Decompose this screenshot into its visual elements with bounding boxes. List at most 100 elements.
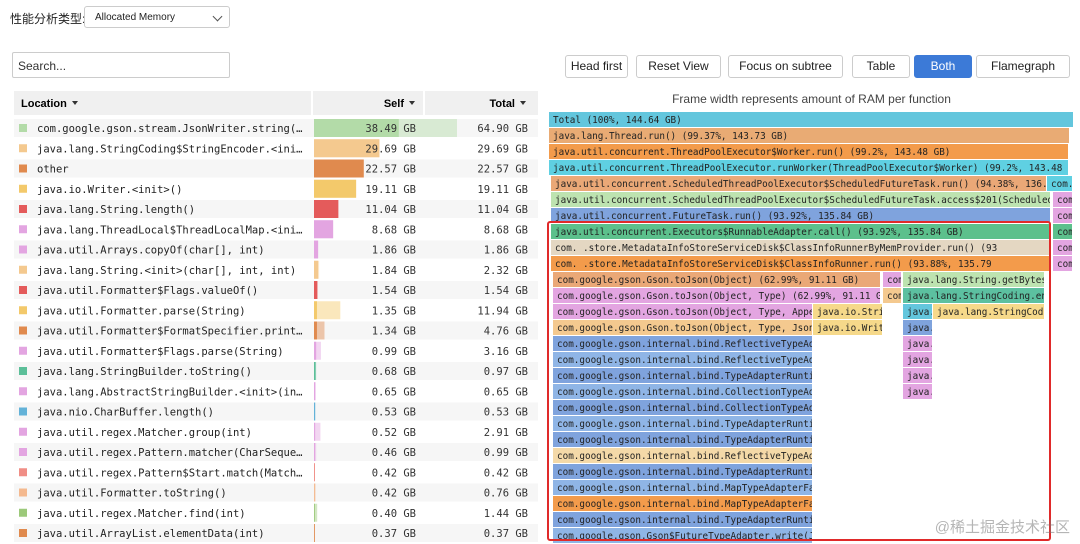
toolbar-button[interactable]: Table	[852, 55, 910, 78]
frame[interactable]: com.	[1047, 176, 1073, 191]
self-bar	[314, 159, 364, 178]
frame-bg	[813, 304, 882, 319]
frame[interactable]: java.lang.StringCoding.enco	[903, 288, 1058, 303]
frame[interactable]: com.google.gson.internal.bind.TypeAdapte…	[553, 368, 843, 383]
frame[interactable]: java.lang.String.getBytes(S	[903, 272, 1058, 287]
location: java.nio.CharBuffer.length()	[37, 407, 214, 419]
frame-bg	[1053, 192, 1072, 207]
frame[interactable]: com.google.gson.Gson.toJson(Object, Type…	[553, 320, 843, 335]
total-value: 0.53 GB	[484, 407, 528, 419]
frame-bg	[551, 224, 1050, 239]
toolbar-button[interactable]: Reset View	[636, 55, 721, 78]
column-header: Total	[490, 98, 515, 110]
frame[interactable]: com.google.gson.internal.bind.Reflective…	[553, 352, 843, 367]
frame[interactable]: java.util.concurrent.FutureTask.run() (9…	[551, 208, 1050, 223]
row-bg	[14, 402, 538, 421]
analysis-type-select[interactable]: Allocated Memory	[84, 6, 230, 28]
frame[interactable]: com. .store.MetadataInfoStoreServiceDisk…	[551, 240, 1050, 255]
frame[interactable]: com.google.gson.internal.bind.TypeAdapte…	[553, 512, 843, 527]
frame[interactable]: java.util.concurrent.ThreadPoolExecutor$…	[549, 144, 1068, 159]
frame-label: com.google.gson.internal.bind.TypeAdapte…	[557, 467, 843, 478]
frame-label: java.lang.Thread.run() (99.37%, 143.73 G…	[553, 131, 788, 142]
frame[interactable]: java.io.Write	[813, 320, 890, 335]
self-value: 1.34 GB	[372, 326, 416, 338]
row-bg	[14, 159, 538, 178]
frame[interactable]: com.google.gson.Gson.toJson(Object) (62.…	[553, 272, 880, 287]
frame[interactable]: com.google.gson.internal.bind.Reflective…	[553, 336, 843, 351]
frame[interactable]: com.google.gson.internal.bind.TypeAdapte…	[553, 416, 843, 431]
self-bar	[314, 443, 316, 461]
column-header: Location	[21, 98, 67, 110]
frame[interactable]: com.google.gson.internal.bind.Collection…	[553, 384, 843, 399]
row-bg	[14, 281, 538, 299]
toolbar-button[interactable]: Flamegraph	[976, 55, 1070, 78]
frame[interactable]: com.google.gson.Gson.toJson(Object, Type…	[553, 288, 893, 303]
frame[interactable]: java.l	[903, 368, 941, 383]
total-value: 3.16 GB	[484, 346, 528, 358]
toolbar-button[interactable]: Head first	[565, 55, 628, 78]
frame-bg	[553, 352, 812, 367]
location: java.lang.StringCoding$StringEncoder.<in…	[37, 143, 303, 155]
total-value: 0.76 GB	[484, 488, 528, 500]
frame[interactable]: com.google.gson.internal.bind.Collection…	[553, 400, 843, 415]
frame[interactable]: java.util.concurrent.ScheduledThreadPool…	[551, 192, 1080, 207]
frame[interactable]: com	[1053, 208, 1074, 223]
frame[interactable]: com. .store.MetadataInfoStoreServiceDisk…	[551, 256, 1050, 271]
frame[interactable]: com.google.gson.internal.bind.MapTypeAda…	[553, 496, 837, 511]
frame-label: com	[887, 291, 904, 302]
frame-label: java.io.Write	[817, 323, 890, 334]
frame[interactable]: java.l	[903, 304, 941, 319]
frame[interactable]: com	[1053, 240, 1074, 255]
frame[interactable]: com.google.gson.internal.bind.MapTypeAda…	[553, 480, 837, 495]
toolbar-button[interactable]: Both	[914, 55, 972, 78]
frame[interactable]: com.google.gson.internal.bind.TypeAdapte…	[553, 464, 843, 479]
total-bar	[314, 503, 318, 522]
total-value: 22.57 GB	[477, 164, 528, 176]
frame-bg	[553, 448, 812, 463]
frame[interactable]: java.util.concurrent.Executors$RunnableA…	[551, 224, 1050, 239]
frame-bg	[553, 512, 812, 527]
total-value: 8.68 GB	[484, 224, 528, 236]
self-bar	[314, 200, 339, 218]
watermark: @稀土掘金技术社区	[934, 519, 1070, 536]
frame[interactable]: com.google.gson.internal.bind.Reflective…	[553, 448, 843, 463]
frame-bg	[553, 288, 880, 303]
total-value: 11.94 GB	[477, 305, 528, 317]
self-value: 11.04 GB	[365, 204, 416, 216]
self-bar	[314, 524, 315, 542]
location: java.io.Writer.<init>()	[37, 184, 182, 196]
color-swatch	[19, 529, 27, 537]
frame-label: com. .store.MetadataInfoStoreServiceDisk…	[555, 243, 997, 254]
self-bar	[314, 463, 315, 482]
frame-label: java.l	[907, 307, 941, 318]
location: java.util.regex.Matcher.group(int)	[37, 427, 252, 439]
toolbar-button[interactable]: Focus on subtree	[728, 55, 843, 78]
frame[interactable]: java.l	[903, 336, 941, 351]
frame[interactable]: com.google.gson.Gson.toJson(Object, Type…	[553, 304, 842, 319]
search-input[interactable]: Search...	[12, 52, 230, 78]
highlight-box	[547, 221, 1051, 541]
frame[interactable]: java.io.Strin	[813, 304, 890, 319]
frame[interactable]: java.util.concurrent.ThreadPoolExecutor.…	[549, 160, 1080, 175]
total-value: 29.69 GB	[477, 143, 528, 155]
frame-label: com.google.gson.internal.bind.TypeAdapte…	[557, 435, 843, 446]
frame[interactable]: com	[883, 272, 904, 287]
frame[interactable]: java.lang.StringCodin	[933, 304, 1055, 319]
frame-bg	[549, 160, 1068, 175]
frame[interactable]: java.util.concurrent.ScheduledThreadPool…	[551, 176, 1080, 191]
color-swatch	[19, 448, 27, 456]
frame-bg	[903, 320, 932, 335]
frame[interactable]: com.google.gson.internal.bind.TypeAdapte…	[553, 432, 843, 447]
frame-label: java.io.Strin	[817, 307, 890, 318]
self-bar	[314, 301, 317, 320]
frame[interactable]: java.lang.Thread.run() (99.37%, 143.73 G…	[549, 128, 1069, 143]
frame[interactable]: Total (100%, 144.64 GB)	[549, 112, 1073, 127]
frame[interactable]: java.l	[903, 320, 941, 335]
frame[interactable]: java.l	[903, 352, 941, 367]
frame[interactable]: com	[883, 288, 904, 303]
frame[interactable]: com	[1053, 224, 1074, 239]
frame[interactable]: java.l	[903, 384, 941, 399]
frame-label: com.google.gson.Gson.toJson(Object, Type…	[557, 307, 842, 318]
frame[interactable]: com	[1053, 192, 1074, 207]
frame[interactable]: com	[1053, 256, 1074, 271]
